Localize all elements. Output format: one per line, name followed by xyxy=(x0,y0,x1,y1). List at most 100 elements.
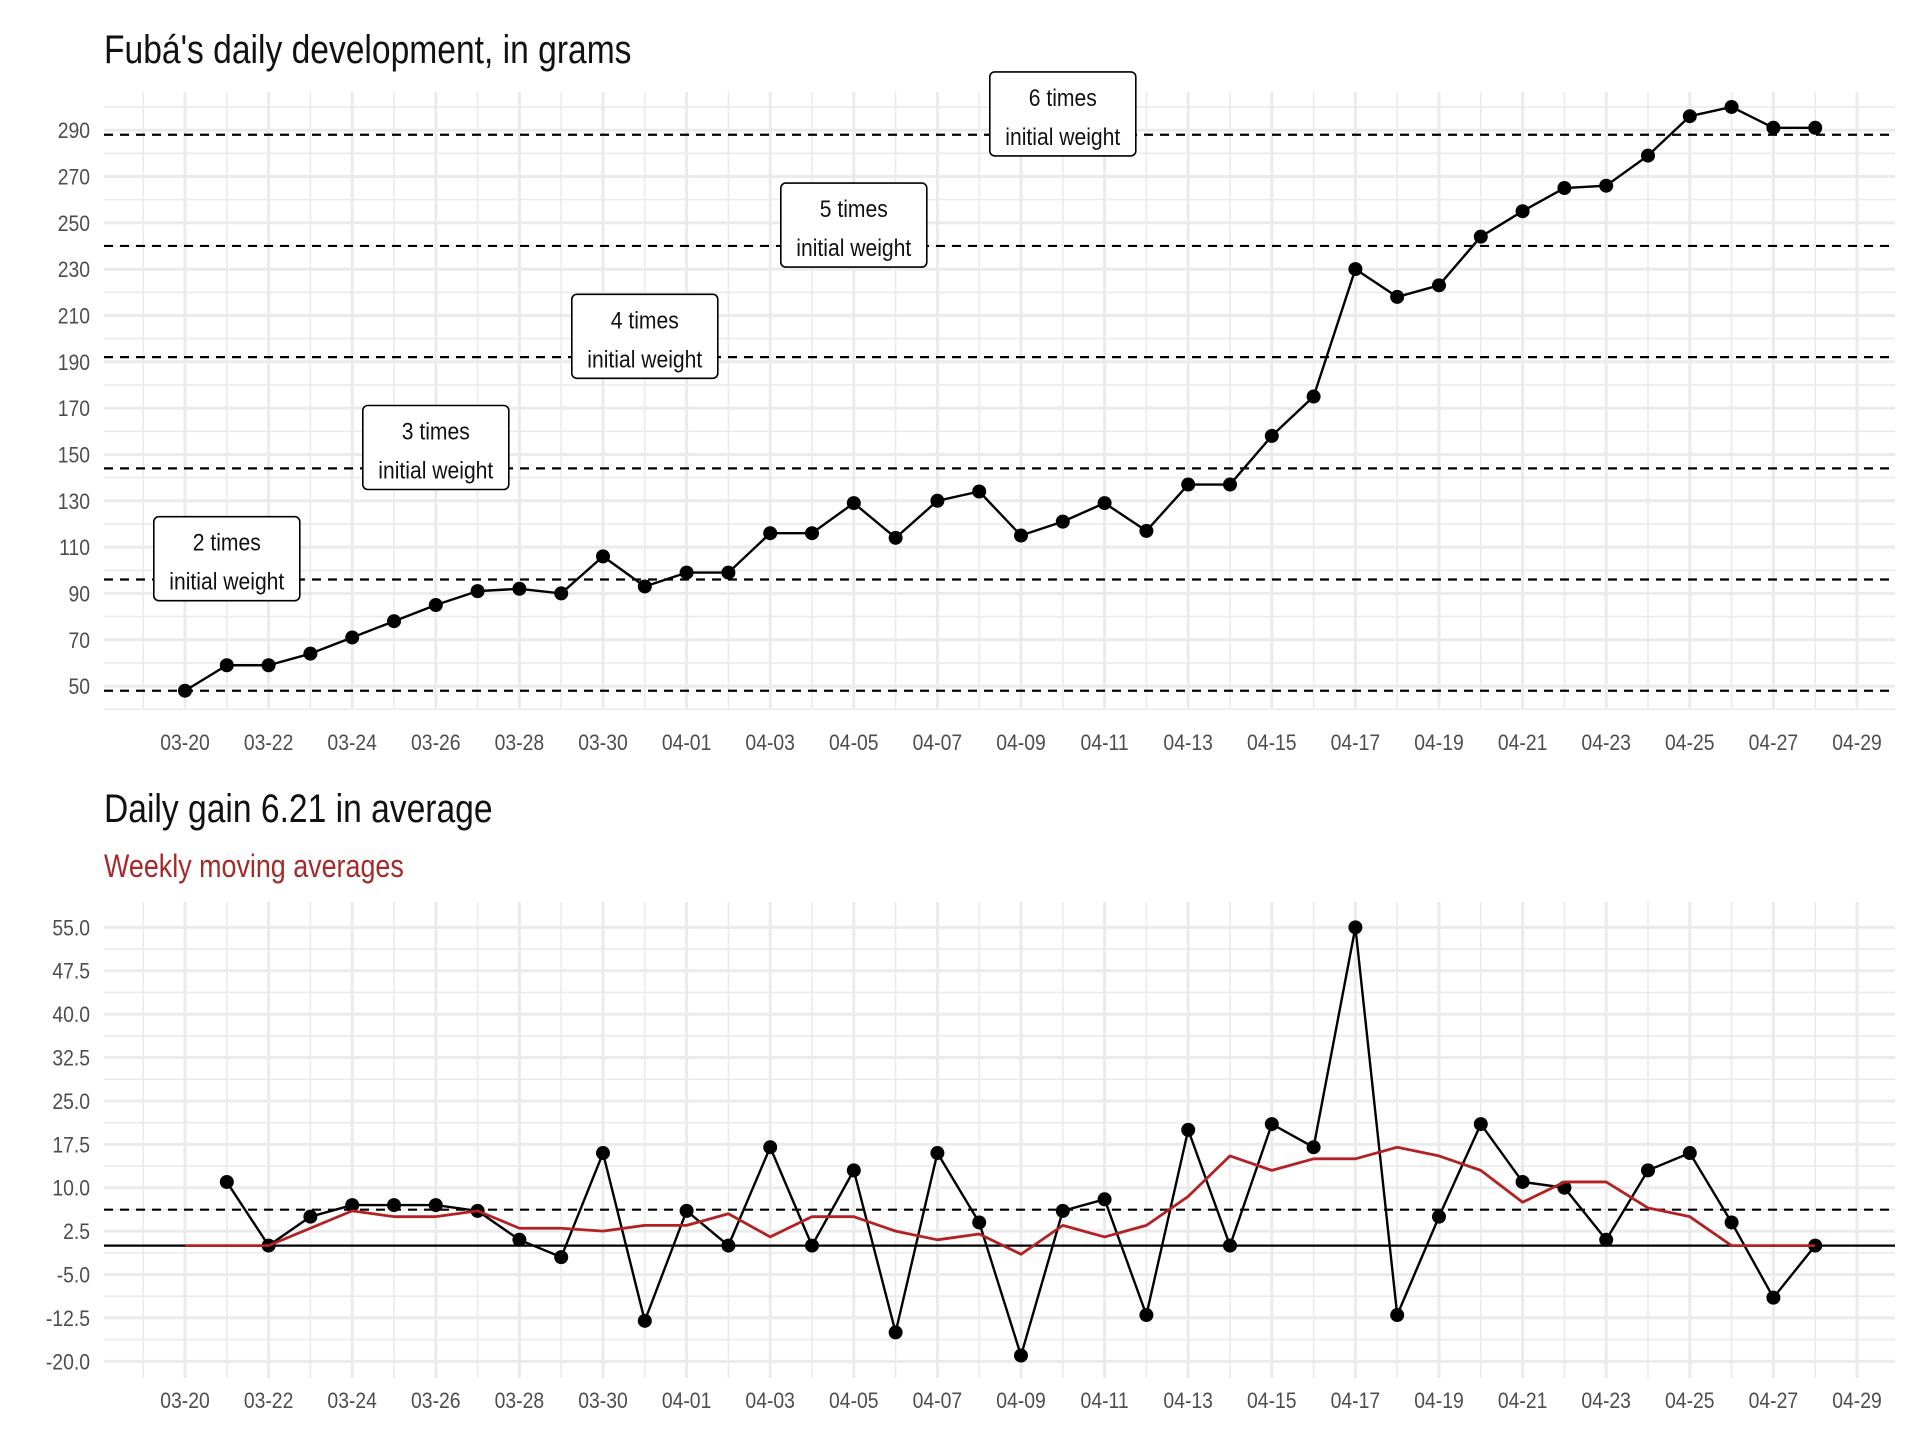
data-point xyxy=(1348,262,1363,277)
annotation-box xyxy=(988,71,1137,157)
y-tick-label: 2.5 xyxy=(63,1220,90,1244)
y-tick-label: 170 xyxy=(58,397,90,421)
data-point xyxy=(1139,523,1154,538)
data-point xyxy=(1432,278,1446,293)
data-point xyxy=(470,1203,485,1218)
data-point xyxy=(1515,1174,1530,1189)
data-point xyxy=(261,1238,276,1253)
x-tick-label: 03-22 xyxy=(244,1389,294,1413)
x-tick-label: 04-01 xyxy=(662,731,712,755)
annotation-line1: 5 times xyxy=(820,196,888,223)
x-tick-label: 03-30 xyxy=(578,731,628,755)
annotation-line1: 3 times xyxy=(402,418,470,445)
data-point xyxy=(219,1174,234,1189)
y-tick-label: -12.5 xyxy=(46,1307,90,1331)
data-point xyxy=(219,658,234,673)
y-tick-label: -5.0 xyxy=(57,1263,90,1287)
x-tick-label: 04-01 xyxy=(662,1389,712,1413)
annotation-box xyxy=(779,182,928,268)
y-tick-label: 230 xyxy=(58,258,90,282)
x-tick-label: 03-26 xyxy=(411,731,461,755)
annotation-label: 4 times initial weight xyxy=(570,293,719,380)
data-point xyxy=(261,658,276,673)
x-tick-label: 04-27 xyxy=(1749,1389,1799,1413)
data-point xyxy=(1306,1140,1321,1155)
data-point xyxy=(679,1203,694,1218)
x-tick-label: 04-15 xyxy=(1247,731,1297,755)
data-point xyxy=(930,493,945,508)
data-point xyxy=(1306,389,1321,404)
data-point xyxy=(1473,229,1488,244)
moving-average-line xyxy=(185,1145,1816,1256)
x-tick-label: 04-23 xyxy=(1581,1389,1631,1413)
x-tick-label: 04-19 xyxy=(1414,731,1464,755)
y-tick-label: 270 xyxy=(58,165,90,189)
annotation-line2: initial weight xyxy=(796,235,912,262)
x-tick-label: 03-22 xyxy=(244,731,294,755)
x-tick-label: 04-21 xyxy=(1498,1389,1548,1413)
data-point xyxy=(1682,1146,1697,1161)
x-tick-label: 03-24 xyxy=(327,1389,377,1413)
x-tick-label: 04-17 xyxy=(1331,731,1381,755)
y-tick-label: 17.5 xyxy=(52,1133,90,1157)
x-tick-label: 04-23 xyxy=(1581,731,1631,755)
data-point xyxy=(303,646,318,661)
data-point xyxy=(1808,120,1823,135)
x-tick-label: 03-20 xyxy=(160,731,210,755)
y-tick-label: 50 xyxy=(68,675,90,699)
y-tick-label: 150 xyxy=(58,443,90,467)
x-tick-label: 03-20 xyxy=(160,1389,210,1413)
data-point xyxy=(721,565,736,580)
data-point xyxy=(345,630,360,645)
data-point xyxy=(1223,477,1237,492)
data-point xyxy=(1599,178,1614,193)
bottom-chart-subtitle: Weekly moving averages xyxy=(104,848,404,884)
x-tick-label: 03-24 xyxy=(327,731,377,755)
data-point xyxy=(1724,99,1739,114)
data-point xyxy=(805,1238,819,1253)
y-tick-label: 40.0 xyxy=(52,1003,90,1027)
x-tick-label: 03-30 xyxy=(578,1389,628,1413)
data-point xyxy=(428,1198,443,1213)
x-tick-label: 04-25 xyxy=(1665,1389,1715,1413)
y-tick-label: 210 xyxy=(58,304,90,328)
y-tick-label: 130 xyxy=(58,490,90,514)
x-tick-label: 04-03 xyxy=(745,731,795,755)
data-point xyxy=(1390,1308,1405,1323)
data-point xyxy=(1808,1238,1823,1253)
annotation-label: 3 times initial weight xyxy=(361,404,510,491)
y-tick-label: 290 xyxy=(58,119,90,143)
data-point xyxy=(1557,181,1572,196)
x-tick-label: 04-19 xyxy=(1414,1389,1464,1413)
data-point xyxy=(1641,1163,1655,1178)
data-point xyxy=(1055,514,1070,529)
y-tick-label: -20.0 xyxy=(46,1350,90,1374)
series-line xyxy=(184,105,1816,692)
x-tick-label: 04-11 xyxy=(1081,731,1129,755)
top-chart-title: Fubá's daily development, in grams xyxy=(104,28,632,72)
data-point xyxy=(805,526,819,541)
data-point xyxy=(1055,1203,1070,1218)
data-point xyxy=(972,1215,987,1230)
data-point xyxy=(679,565,694,580)
data-point xyxy=(846,1163,861,1178)
data-point xyxy=(428,598,443,613)
x-tick-label: 04-09 xyxy=(996,731,1046,755)
x-tick-label: 04-03 xyxy=(745,1389,795,1413)
grid xyxy=(104,902,1895,1378)
y-tick-label: 47.5 xyxy=(52,960,90,984)
x-tick-label: 04-29 xyxy=(1832,731,1882,755)
annotation-line2: initial weight xyxy=(378,457,494,484)
data-point xyxy=(1641,148,1655,163)
data-point xyxy=(1348,920,1363,935)
data-point xyxy=(470,584,485,599)
x-tick-label: 04-11 xyxy=(1081,1389,1129,1413)
data-point xyxy=(1390,289,1405,304)
data-point xyxy=(1264,1117,1279,1132)
data-point xyxy=(637,579,652,594)
weight-chart: 50 70 90 110 130 150 170 190 210 230 250 270 290 03-2… xyxy=(58,71,1895,755)
annotation-line2: initial weight xyxy=(587,346,703,373)
data-point xyxy=(387,1198,401,1213)
annotation-line1: 2 times xyxy=(193,529,261,556)
data-point xyxy=(721,1238,736,1253)
